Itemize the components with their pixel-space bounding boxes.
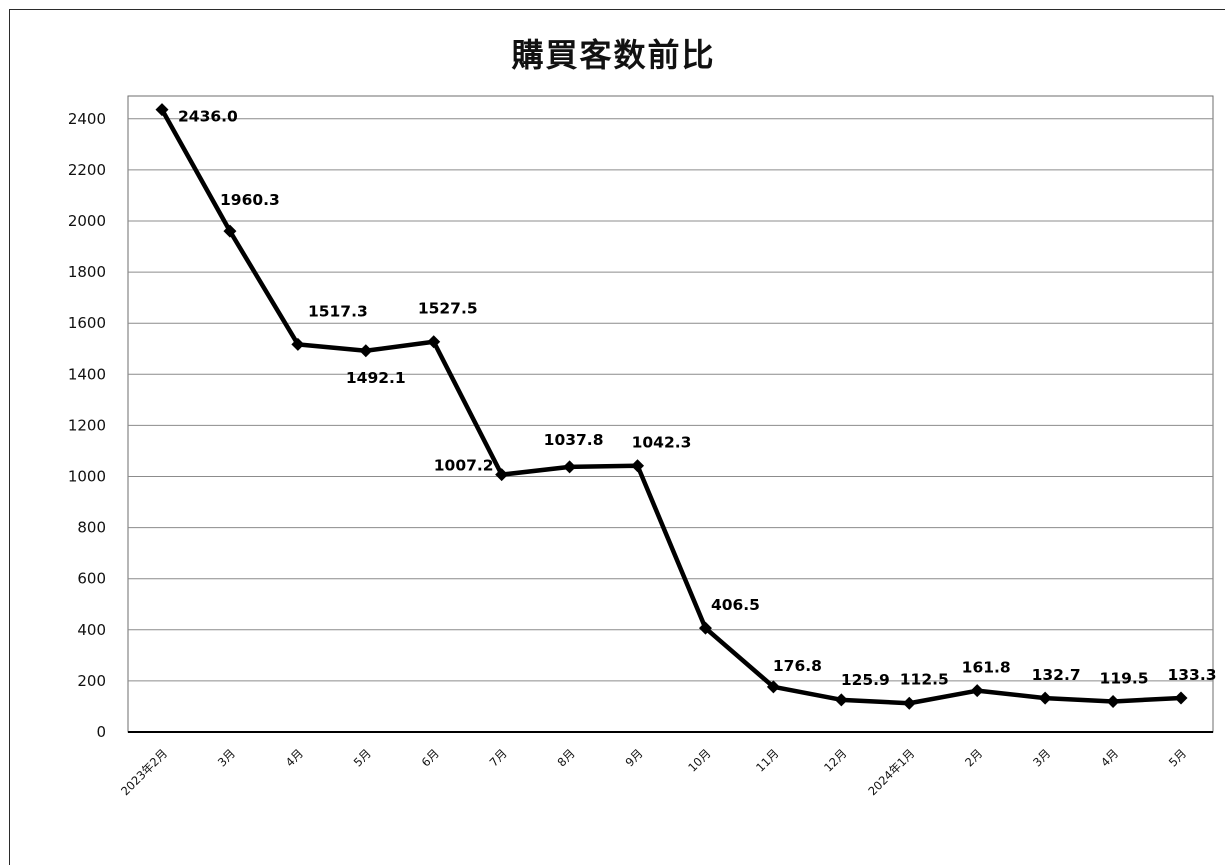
x-tick-label: 4月 — [283, 746, 306, 769]
x-tick-label: 2月 — [962, 746, 985, 769]
y-tick-label: 1800 — [68, 263, 106, 281]
data-point-marker — [563, 460, 577, 474]
data-label: 1492.1 — [346, 369, 406, 387]
chart-frame — [9, 9, 1225, 865]
x-tick-label: 6月 — [419, 746, 442, 769]
y-axis-ticks: 0 200 400 600 800 1000 1200 1400 1600 1800 2000 220… — [68, 110, 106, 741]
y-tick-label: 1400 — [68, 365, 106, 383]
data-labels: 2436.0 1960.3 1517.3 1492.1 1527.5 1007.2 1037… — [178, 108, 1217, 689]
x-tick-label: 9月 — [622, 746, 645, 769]
x-tick-label: 3月 — [1030, 746, 1053, 769]
data-label: 1042.3 — [632, 434, 692, 452]
x-tick-label: 10月 — [685, 746, 713, 774]
data-label: 112.5 — [900, 670, 949, 688]
data-label: 1960.3 — [220, 191, 280, 209]
y-tick-label: 1200 — [68, 416, 106, 434]
x-axis-ticks: 2023年2月 3月 4月 5月 6月 7月 8月 9月 10月 11月 12月 2024年1月 2月 3… — [118, 746, 1189, 798]
y-tick-label: 2000 — [68, 212, 106, 230]
data-label: 133.3 — [1167, 666, 1216, 684]
plot-area — [127, 95, 1214, 733]
data-label: 2436.0 — [178, 108, 238, 126]
x-tick-label: 11月 — [753, 746, 781, 774]
data-label: 1527.5 — [418, 300, 478, 318]
data-label: 132.7 — [1032, 666, 1081, 684]
data-point-marker — [698, 621, 712, 635]
data-label: 176.8 — [773, 657, 822, 675]
x-tick-label: 8月 — [555, 746, 578, 769]
y-tick-label: 200 — [77, 672, 106, 690]
x-tick-label: 7月 — [487, 746, 510, 769]
y-tick-label: 2200 — [68, 161, 106, 179]
data-point-marker — [1038, 691, 1052, 705]
data-label: 406.5 — [711, 596, 760, 614]
y-tick-label: 800 — [77, 519, 106, 537]
data-point-marker — [155, 103, 169, 117]
data-label: 1007.2 — [434, 457, 494, 475]
gridlines — [127, 95, 1214, 733]
series-line — [160, 108, 1182, 706]
data-point-marker — [631, 459, 645, 473]
x-tick-label: 2023年2月 — [118, 746, 170, 798]
data-point-marker — [766, 680, 780, 694]
y-tick-label: 400 — [77, 621, 106, 639]
data-point-marker — [495, 468, 509, 482]
x-tick-label: 5月 — [351, 746, 374, 769]
data-markers — [155, 103, 1188, 710]
x-tick-label: 4月 — [1098, 746, 1121, 769]
x-tick-label: 12月 — [821, 746, 849, 774]
data-point-marker — [1174, 691, 1188, 705]
x-tick-label: 5月 — [1166, 746, 1189, 769]
data-point-marker — [359, 344, 373, 358]
x-tick-label: 2024年1月 — [865, 746, 917, 798]
data-label: 119.5 — [1100, 669, 1149, 687]
x-tick-label: 3月 — [215, 746, 238, 769]
data-point-marker — [970, 684, 984, 698]
y-tick-label: 0 — [96, 723, 106, 741]
y-tick-label: 1600 — [68, 314, 106, 332]
y-tick-label: 600 — [77, 570, 106, 588]
y-tick-label: 2400 — [68, 110, 106, 128]
series-polyline — [160, 108, 1182, 706]
data-point-marker — [1106, 694, 1120, 708]
y-tick-label: 1000 — [68, 468, 106, 486]
data-label: 1517.3 — [308, 302, 368, 320]
data-label: 1037.8 — [544, 431, 604, 449]
data-label: 125.9 — [841, 671, 890, 689]
data-point-marker — [427, 335, 441, 349]
chart-title: 購買客数前比 — [511, 36, 716, 74]
data-point-marker — [902, 696, 916, 710]
data-label: 161.8 — [962, 659, 1011, 677]
data-point-marker — [223, 224, 237, 238]
data-point-marker — [291, 337, 305, 351]
data-point-marker — [834, 693, 848, 707]
